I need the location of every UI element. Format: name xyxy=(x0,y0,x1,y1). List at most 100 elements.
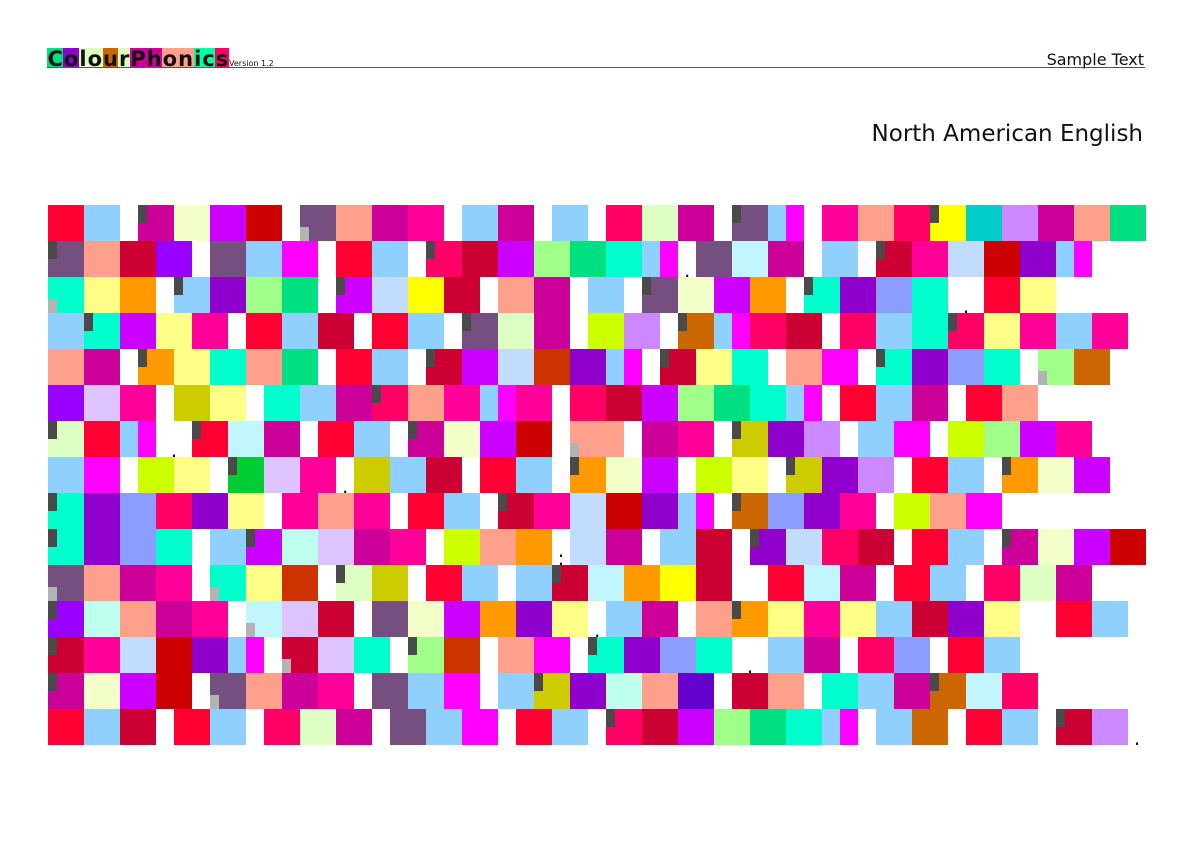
phoneme-cell xyxy=(498,277,534,313)
phoneme-cell xyxy=(570,673,606,709)
phoneme-cell xyxy=(48,637,84,673)
phoneme-cell xyxy=(480,601,516,637)
phoneme-cell xyxy=(840,601,876,637)
phoneme-cell xyxy=(354,529,390,565)
logo-letter: r xyxy=(118,47,130,71)
phoneme-cell xyxy=(210,241,246,277)
phoneme-cell xyxy=(822,529,858,565)
phoneme-cell xyxy=(570,241,606,277)
phoneme-cell xyxy=(138,457,174,493)
phoneme-cell xyxy=(912,457,948,493)
phoneme-cell xyxy=(444,385,480,421)
stress-marker xyxy=(804,277,813,295)
phoneme-cell xyxy=(606,601,642,637)
phoneme-cell xyxy=(840,709,858,745)
phoneme-cell xyxy=(228,637,246,673)
stress-marker xyxy=(1002,529,1011,547)
phoneme-cell xyxy=(264,709,300,745)
phoneme-cell xyxy=(804,421,840,457)
phoneme-cell xyxy=(300,457,336,493)
phoneme-cell xyxy=(408,385,444,421)
phoneme-cell xyxy=(1056,709,1092,745)
phoneme-cell xyxy=(156,673,192,709)
phoneme-cell xyxy=(318,313,354,349)
stress-marker xyxy=(336,565,345,583)
phoneme-cell xyxy=(1002,529,1038,565)
phoneme-cell xyxy=(84,385,120,421)
phoneme-cell xyxy=(48,601,84,637)
phoneme-cell xyxy=(678,493,696,529)
stress-marker xyxy=(48,601,57,619)
phoneme-cell xyxy=(912,529,948,565)
phoneme-cell xyxy=(246,601,282,637)
phoneme-cell xyxy=(552,601,588,637)
phoneme-cell xyxy=(372,313,408,349)
phoneme-cell xyxy=(624,565,660,601)
phoneme-cell xyxy=(192,421,228,457)
phoneme-cell xyxy=(894,421,930,457)
phoneme-cell xyxy=(120,565,156,601)
phoneme-cell xyxy=(336,565,372,601)
phoneme-cell xyxy=(84,205,120,241)
phoneme-cell xyxy=(408,277,444,313)
phoneme-cell xyxy=(120,421,138,457)
stress-marker xyxy=(570,457,579,475)
logo-letter: c xyxy=(201,47,216,71)
logo-letter: n xyxy=(177,47,194,71)
phoneme-cell xyxy=(156,601,192,637)
phoneme-cell xyxy=(552,565,588,601)
phoneme-cell xyxy=(606,493,642,529)
phoneme-cell xyxy=(84,313,120,349)
phoneme-cell xyxy=(498,673,534,709)
stress-marker xyxy=(930,205,939,223)
stress-marker xyxy=(588,637,597,655)
phoneme-cell xyxy=(390,709,426,745)
phoneme-cell xyxy=(1074,205,1110,241)
phoneme-cell xyxy=(246,241,282,277)
phoneme-cell xyxy=(984,313,1020,349)
phoneme-cell xyxy=(894,673,930,709)
phoneme-cell xyxy=(498,493,534,529)
phoneme-cell xyxy=(732,349,768,385)
phoneme-cell xyxy=(624,313,660,349)
phoneme-cell xyxy=(498,637,534,673)
phoneme-cell xyxy=(534,241,570,277)
phoneme-cell xyxy=(912,349,948,385)
phoneme-cell xyxy=(678,673,714,709)
phoneme-cell xyxy=(444,493,480,529)
phoneme-cell xyxy=(192,637,228,673)
phoneme-cell xyxy=(84,601,120,637)
stress-marker xyxy=(336,277,345,295)
silent-marker xyxy=(246,623,255,637)
phoneme-cell xyxy=(426,241,462,277)
phoneme-cell xyxy=(408,601,444,637)
phoneme-cell xyxy=(606,349,624,385)
stress-marker xyxy=(372,385,381,403)
stress-marker xyxy=(606,709,615,727)
logo-letter: o xyxy=(87,47,103,71)
phoneme-cell xyxy=(372,241,408,277)
phoneme-cell xyxy=(462,313,498,349)
phoneme-cell xyxy=(246,205,282,241)
phoneme-cell xyxy=(804,601,840,637)
phoneme-cell xyxy=(984,349,1020,385)
phoneme-cell xyxy=(174,709,210,745)
silent-marker xyxy=(300,227,309,241)
stress-marker xyxy=(750,529,759,547)
phoneme-cell xyxy=(408,421,444,457)
stress-marker xyxy=(678,313,687,331)
phoneme-cell xyxy=(336,385,372,421)
phoneme-cell xyxy=(1092,709,1128,745)
phoneme-cell xyxy=(282,493,318,529)
stress-marker xyxy=(660,349,669,367)
phoneme-cell xyxy=(282,601,318,637)
phoneme-cell xyxy=(642,457,678,493)
stress-marker xyxy=(48,493,57,511)
phoneme-cell xyxy=(876,313,912,349)
phoneme-cell xyxy=(282,349,318,385)
phoneme-cell xyxy=(660,565,696,601)
phoneme-cell xyxy=(570,529,606,565)
phoneme-cell xyxy=(372,565,408,601)
phoneme-cell xyxy=(948,421,984,457)
